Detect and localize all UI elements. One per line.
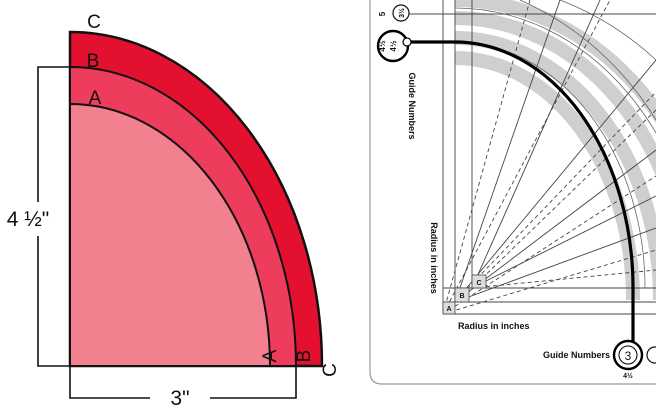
guide-num-b: 4½ (389, 40, 398, 51)
corner-letter-c: C (476, 280, 481, 287)
guide-numbers-bottom: Guide Numbers (543, 350, 610, 360)
guide-tick-a: 5 (378, 11, 387, 16)
label-b-top: B (87, 51, 100, 72)
height-label: 4 ½" (7, 208, 49, 231)
quarter-circle-diagram: 4 ½" 3" C B A A B C (2, 12, 341, 410)
width-label: 3" (170, 387, 189, 406)
corner-letter-b: B (459, 293, 464, 300)
guide-num-a: 3½ (398, 8, 406, 18)
guide-numbers-vertical: Guide Numbers (407, 72, 417, 139)
template-border (369, 0, 656, 385)
template-bold-arc (410, 40, 635, 342)
ring-a (69, 102, 272, 367)
guide-band-1 (454, 51, 640, 301)
radius-label-vertical: Radius in inches (429, 222, 439, 294)
radial-lines-solid (454, 0, 656, 303)
bottom-sub: 4½ (623, 372, 633, 380)
label-a-bottom: A (260, 349, 281, 362)
guide-tick-b: 4½ (378, 40, 387, 51)
guide-band-4 (454, 0, 656, 124)
bottom-guide-circle-small (646, 346, 656, 364)
corner-letter-a: A (446, 306, 451, 313)
label-c-bottom: C (320, 363, 341, 377)
guide-band-3 (454, 11, 656, 177)
template-ruler: A B C 3½ 4½ 5 4½ Guide Numbers Radius in… (369, 0, 656, 385)
guide-band-2 (454, 31, 656, 301)
label-b-bottom: B (294, 350, 315, 363)
guide-circle-small (392, 4, 410, 22)
label-c-top: C (87, 12, 101, 33)
radius-label-horizontal: Radius in inches (458, 321, 530, 331)
bottom-circle-num: 3 (625, 349, 632, 363)
label-a-top: A (89, 88, 102, 109)
